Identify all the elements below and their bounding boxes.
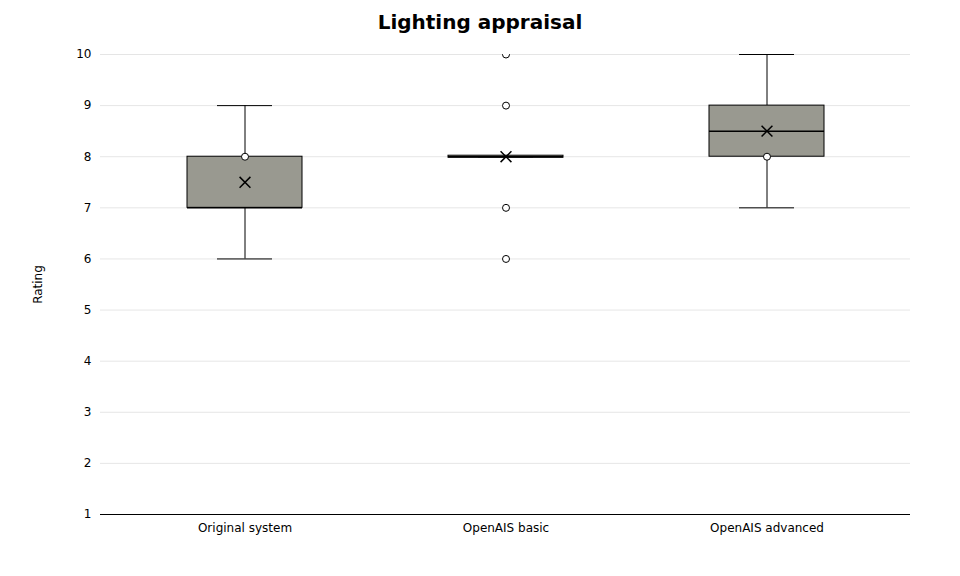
svg-text:1: 1 xyxy=(84,507,92,521)
svg-text:7: 7 xyxy=(84,201,92,215)
svg-text:2: 2 xyxy=(84,456,92,470)
svg-text:OpenAIS advanced: OpenAIS advanced xyxy=(710,521,824,535)
svg-text:9: 9 xyxy=(84,98,92,112)
svg-text:3: 3 xyxy=(84,405,92,419)
svg-text:Rating: Rating xyxy=(31,265,45,304)
svg-text:8: 8 xyxy=(84,150,92,164)
svg-text:OpenAIS basic: OpenAIS basic xyxy=(463,521,549,535)
html-text:Lighting appraisal: Lighting appraisal xyxy=(377,10,583,34)
svg-text:4: 4 xyxy=(84,354,92,368)
svg-text:6: 6 xyxy=(84,252,92,266)
svg-text:10: 10 xyxy=(76,47,91,61)
svg-text:5: 5 xyxy=(84,303,92,317)
svg-text:Original system: Original system xyxy=(198,521,292,535)
